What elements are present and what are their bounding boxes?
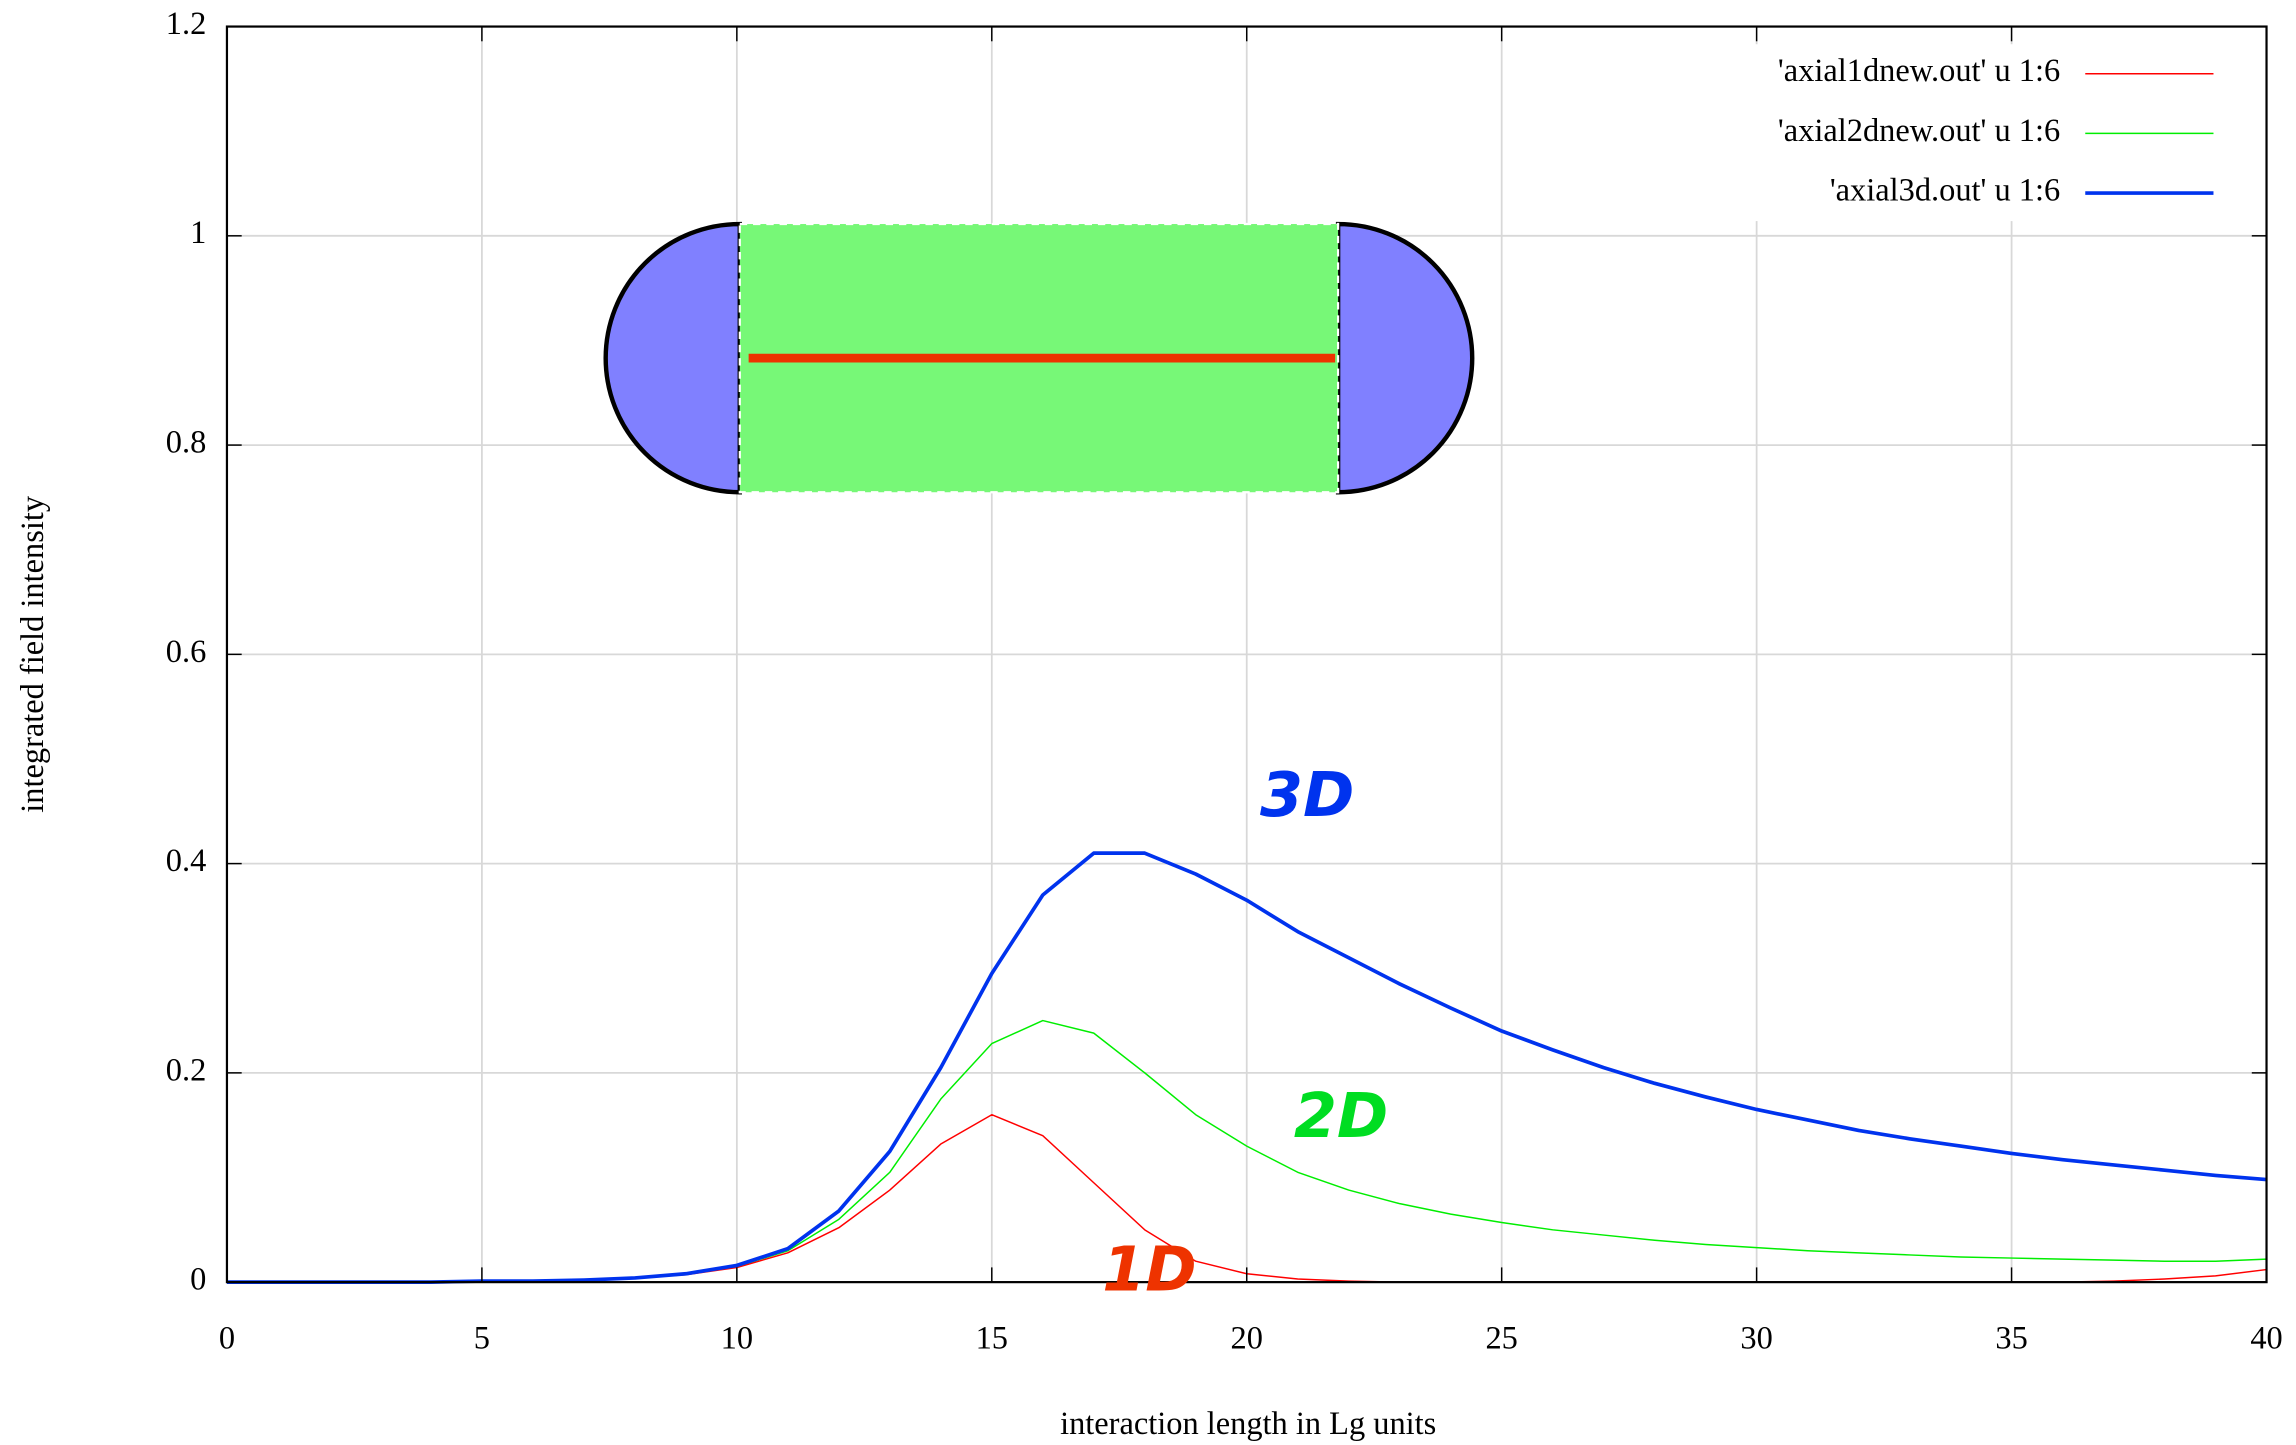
legend-label: 'axial3d.out' u 1:6 bbox=[1830, 173, 2060, 209]
x-axis-label: interaction length in Lg units bbox=[1060, 1406, 1436, 1442]
x-tick-label: 5 bbox=[474, 1321, 490, 1357]
y-tick-label: 1 bbox=[190, 215, 206, 251]
annotation: 2D bbox=[1294, 1080, 1388, 1152]
y-tick-label: 0 bbox=[190, 1262, 206, 1298]
x-tick-label: 20 bbox=[1231, 1321, 1263, 1357]
x-tick-label: 40 bbox=[2250, 1321, 2282, 1357]
x-tick-label: 15 bbox=[976, 1321, 1008, 1357]
y-tick-label: 0.2 bbox=[166, 1052, 207, 1088]
legend-label: 'axial1dnew.out' u 1:6 bbox=[1778, 53, 2060, 89]
y-axis-label: integrated field intensity bbox=[15, 495, 51, 813]
x-tick-label: 30 bbox=[1740, 1321, 1772, 1357]
y-tick-label: 1.2 bbox=[166, 6, 207, 42]
annotation: 1D bbox=[1102, 1233, 1196, 1305]
annotation: 3D bbox=[1260, 759, 1354, 831]
series-line bbox=[226, 851, 2267, 1284]
x-tick-label: 10 bbox=[721, 1321, 753, 1357]
x-tick-label: 0 bbox=[219, 1321, 235, 1357]
y-tick-label: 0.6 bbox=[166, 634, 207, 670]
x-tick-label: 25 bbox=[1485, 1321, 1517, 1357]
y-tick-label: 0.8 bbox=[166, 425, 207, 461]
y-tick-label: 0.4 bbox=[166, 843, 207, 879]
legend-label: 'axial2dnew.out' u 1:6 bbox=[1778, 113, 2060, 149]
inset-diagram bbox=[603, 221, 1475, 495]
x-tick-label: 35 bbox=[1995, 1321, 2027, 1357]
